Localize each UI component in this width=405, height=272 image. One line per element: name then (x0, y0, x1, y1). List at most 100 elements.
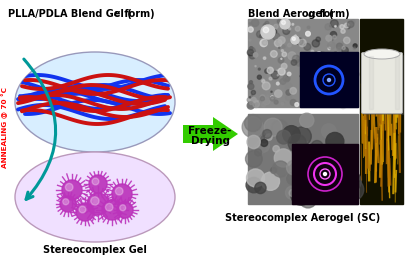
Circle shape (318, 91, 321, 94)
Circle shape (265, 69, 269, 73)
Circle shape (261, 135, 268, 143)
Circle shape (258, 89, 264, 95)
Circle shape (249, 97, 251, 98)
Circle shape (332, 103, 336, 107)
Circle shape (333, 35, 337, 39)
Circle shape (347, 21, 354, 27)
Circle shape (315, 63, 318, 66)
Circle shape (304, 44, 311, 50)
Circle shape (341, 59, 344, 63)
Circle shape (306, 31, 310, 36)
Circle shape (337, 43, 343, 49)
Circle shape (257, 100, 258, 102)
Text: α: α (308, 10, 316, 18)
Circle shape (347, 104, 350, 107)
Circle shape (340, 99, 342, 101)
Circle shape (328, 59, 330, 62)
Circle shape (340, 171, 361, 192)
Bar (369, 56, 373, 109)
Circle shape (321, 57, 323, 59)
Circle shape (247, 169, 264, 187)
Text: ANNEALING @ 70 °C: ANNEALING @ 70 °C (2, 86, 9, 168)
Circle shape (260, 97, 264, 101)
Ellipse shape (364, 49, 400, 59)
Circle shape (341, 85, 348, 92)
Circle shape (282, 52, 287, 57)
Circle shape (255, 149, 262, 156)
FancyBboxPatch shape (362, 52, 403, 113)
Circle shape (348, 183, 355, 189)
Circle shape (320, 67, 325, 72)
Circle shape (247, 102, 254, 109)
Circle shape (87, 193, 109, 215)
Circle shape (296, 60, 302, 66)
Circle shape (278, 68, 285, 75)
Circle shape (247, 50, 254, 56)
Circle shape (310, 145, 328, 162)
Text: form): form) (121, 9, 155, 19)
Circle shape (300, 113, 314, 127)
Text: PLLA/PDLA Blend Gel (: PLLA/PDLA Blend Gel ( (8, 9, 132, 19)
Circle shape (328, 79, 330, 82)
Circle shape (299, 190, 317, 208)
Text: Stereocomplex Aerogel (SC): Stereocomplex Aerogel (SC) (225, 213, 381, 223)
Circle shape (273, 146, 279, 152)
Circle shape (341, 99, 346, 104)
Circle shape (281, 21, 287, 27)
Circle shape (251, 90, 256, 95)
Circle shape (79, 206, 86, 213)
Circle shape (288, 28, 291, 30)
Circle shape (327, 61, 332, 66)
Circle shape (341, 67, 343, 69)
Circle shape (260, 35, 262, 37)
Circle shape (281, 103, 284, 105)
Circle shape (326, 35, 332, 41)
Circle shape (271, 71, 279, 79)
Circle shape (320, 83, 324, 87)
Circle shape (263, 129, 272, 138)
Circle shape (289, 189, 296, 197)
Circle shape (280, 79, 286, 84)
Circle shape (117, 202, 133, 218)
Circle shape (353, 71, 359, 78)
FancyBboxPatch shape (364, 55, 404, 115)
Circle shape (287, 160, 301, 175)
Circle shape (311, 50, 314, 53)
Circle shape (296, 166, 315, 185)
Circle shape (331, 156, 349, 174)
Circle shape (335, 149, 345, 159)
Circle shape (340, 147, 354, 161)
Circle shape (343, 86, 345, 88)
Circle shape (296, 147, 313, 165)
Circle shape (246, 177, 262, 193)
Circle shape (340, 102, 347, 109)
Circle shape (275, 90, 282, 97)
Circle shape (330, 25, 332, 27)
Circle shape (342, 46, 345, 50)
Circle shape (325, 24, 331, 30)
Circle shape (261, 25, 275, 39)
Circle shape (296, 160, 309, 173)
Circle shape (298, 39, 306, 47)
Circle shape (311, 168, 318, 175)
Circle shape (281, 63, 287, 69)
Circle shape (324, 172, 326, 175)
Circle shape (248, 99, 250, 101)
Circle shape (326, 81, 333, 87)
Circle shape (344, 81, 350, 86)
Circle shape (330, 32, 337, 38)
Circle shape (291, 60, 297, 65)
Circle shape (245, 115, 262, 132)
Circle shape (275, 39, 282, 47)
Circle shape (249, 39, 251, 41)
Circle shape (76, 203, 94, 221)
Circle shape (91, 197, 99, 205)
Circle shape (320, 76, 325, 82)
Circle shape (286, 77, 289, 81)
Text: ε: ε (114, 10, 120, 18)
Circle shape (272, 33, 280, 40)
Circle shape (261, 172, 279, 190)
Circle shape (321, 179, 339, 197)
Circle shape (341, 87, 345, 91)
Circle shape (277, 82, 279, 85)
